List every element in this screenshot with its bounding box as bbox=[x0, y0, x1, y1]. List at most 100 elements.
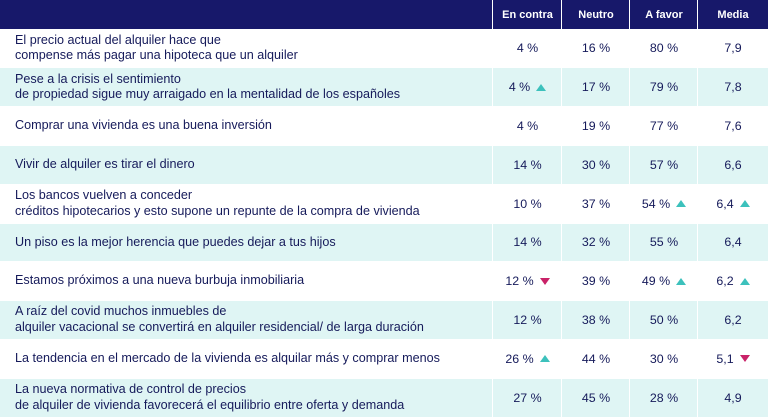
value-text: 30 % bbox=[649, 351, 679, 366]
value-cell: 4 % bbox=[493, 29, 562, 68]
value-text: 7,9 bbox=[724, 41, 742, 56]
value-cell: 5,1 bbox=[698, 339, 768, 378]
value-cell: 28 % bbox=[630, 378, 698, 417]
trend-up-icon bbox=[676, 200, 687, 208]
table-row: Comprar una vivienda es una buena invers… bbox=[0, 107, 768, 146]
value-text: 7,8 bbox=[724, 80, 742, 95]
trend-up-icon bbox=[539, 355, 550, 363]
row-label-line: La tendencia en el mercado de la viviend… bbox=[15, 351, 440, 366]
value-text: 6,4 bbox=[724, 235, 742, 250]
value-cell: 4,9 bbox=[698, 378, 768, 417]
trend-up-icon bbox=[536, 83, 547, 91]
row-label-line: Estamos próximos a una nueva burbuja inm… bbox=[15, 273, 305, 288]
row-label-line: alquiler vacacional se convertirá en alq… bbox=[15, 319, 424, 334]
value-cell: 38 % bbox=[562, 301, 630, 340]
row-label-line: de alquiler de vivienda favorecerá el eq… bbox=[15, 397, 405, 412]
table-row: Vivir de alquiler es tirar el dinero 14 %… bbox=[0, 145, 768, 185]
value-text: 6,4 bbox=[716, 196, 734, 211]
table-row: La tendencia en el mercado de la viviend… bbox=[0, 339, 768, 378]
table-row: Estamos próximos a una nueva burbuja inm… bbox=[0, 262, 768, 301]
table-row: El precio actual del alquiler hace que co… bbox=[0, 29, 768, 68]
value-cell: 14 % bbox=[493, 145, 562, 184]
value-cell: 10 % bbox=[493, 184, 562, 223]
row-label: Pese a la crisis el sentimiento de propie… bbox=[0, 68, 493, 107]
value-text: 5,1 bbox=[716, 351, 734, 366]
value-text: 37 % bbox=[581, 196, 611, 211]
value-cell: 6,2 bbox=[698, 262, 768, 301]
value-cell: 7,6 bbox=[698, 107, 768, 146]
value-text: 6,6 bbox=[724, 157, 742, 172]
value-text: 14 % bbox=[513, 157, 542, 172]
value-cell: 7,9 bbox=[698, 29, 768, 68]
value-cell: 6,4 bbox=[698, 184, 768, 223]
value-text: 7,6 bbox=[724, 118, 742, 133]
value-text: 30 % bbox=[581, 157, 611, 172]
row-label-line: A raíz del covid muchos inmuebles de bbox=[15, 304, 227, 319]
row-label: La tendencia en el mercado de la viviend… bbox=[0, 339, 493, 378]
header-row: En contra Neutro A favor Media bbox=[0, 0, 768, 29]
row-divider bbox=[0, 338, 768, 340]
value-text: 19 % bbox=[581, 118, 611, 133]
value-cell: 6,6 bbox=[698, 145, 768, 184]
row-label-text: Un piso es la mejor herencia que puedes … bbox=[15, 235, 336, 251]
value-text: 54 % bbox=[641, 196, 671, 211]
value-cell: 4 % bbox=[493, 68, 562, 107]
value-cell: 4 % bbox=[493, 107, 562, 146]
value-cell: 30 % bbox=[630, 339, 698, 378]
column-divider bbox=[492, 0, 493, 417]
value-text: 49 % bbox=[641, 274, 671, 289]
value-text: 39 % bbox=[581, 274, 611, 289]
value-text: 44 % bbox=[581, 351, 611, 366]
value-text: 27 % bbox=[513, 390, 542, 405]
row-label-text: Estamos próximos a una nueva burbuja inm… bbox=[15, 273, 304, 289]
value-text: 4 % bbox=[516, 118, 539, 133]
row-label-line: Comprar una vivienda es una buena invers… bbox=[15, 118, 272, 133]
value-text: 38 % bbox=[581, 312, 611, 327]
value-cell: 12 % bbox=[493, 262, 562, 301]
row-label-text: El precio actual del alquiler hace que co… bbox=[15, 33, 298, 64]
value-cell: 80 % bbox=[630, 29, 698, 68]
value-cell: 45 % bbox=[562, 378, 630, 417]
value-text: 14 % bbox=[513, 235, 542, 250]
value-text: 4 % bbox=[516, 41, 539, 56]
value-cell: 6,2 bbox=[698, 301, 768, 340]
value-cell: 14 % bbox=[493, 223, 562, 262]
value-cell: 37 % bbox=[562, 184, 630, 223]
column-header: Neutro bbox=[578, 8, 614, 21]
value-cell: 7,8 bbox=[698, 68, 768, 107]
row-label-line: Los bancos vuelven a conceder bbox=[15, 188, 193, 203]
value-cell: 12 % bbox=[493, 301, 562, 340]
row-label-text: La nueva normativa de control de precios… bbox=[15, 382, 404, 413]
value-text: 79 % bbox=[649, 80, 679, 95]
column-divider bbox=[629, 0, 630, 417]
row-divider bbox=[0, 144, 768, 146]
table-row: La nueva normativa de control de precios… bbox=[0, 378, 768, 417]
value-cell: 77 % bbox=[630, 107, 698, 146]
value-text: 50 % bbox=[649, 312, 679, 327]
table-row: Un piso es la mejor herencia que puedes … bbox=[0, 223, 768, 262]
value-cell: 16 % bbox=[562, 29, 630, 68]
value-cell: 79 % bbox=[630, 68, 698, 107]
value-cell: 57 % bbox=[630, 145, 698, 184]
row-divider bbox=[0, 106, 768, 108]
value-cell: 32 % bbox=[562, 223, 630, 262]
row-label-text: Pese a la crisis el sentimiento de propie… bbox=[15, 72, 400, 103]
value-cell: 19 % bbox=[562, 107, 630, 146]
row-label: La nueva normativa de control de precios… bbox=[0, 378, 493, 417]
column-divider bbox=[561, 0, 562, 417]
row-divider bbox=[0, 28, 768, 30]
value-text: 10 % bbox=[513, 196, 542, 211]
value-text: 28 % bbox=[649, 390, 679, 405]
value-text: 80 % bbox=[649, 41, 679, 56]
value-text: 12 % bbox=[505, 274, 534, 289]
row-label-text: Comprar una vivienda es una buena invers… bbox=[15, 118, 272, 134]
column-divider bbox=[697, 0, 698, 417]
row-divider bbox=[0, 377, 768, 379]
value-text: 16 % bbox=[581, 41, 611, 56]
row-divider bbox=[0, 67, 768, 69]
trend-down-icon bbox=[739, 355, 750, 363]
value-text: 12 % bbox=[513, 312, 542, 327]
value-text: 6,2 bbox=[716, 274, 734, 289]
table-row: Pese a la crisis el sentimiento de propie… bbox=[0, 67, 768, 107]
